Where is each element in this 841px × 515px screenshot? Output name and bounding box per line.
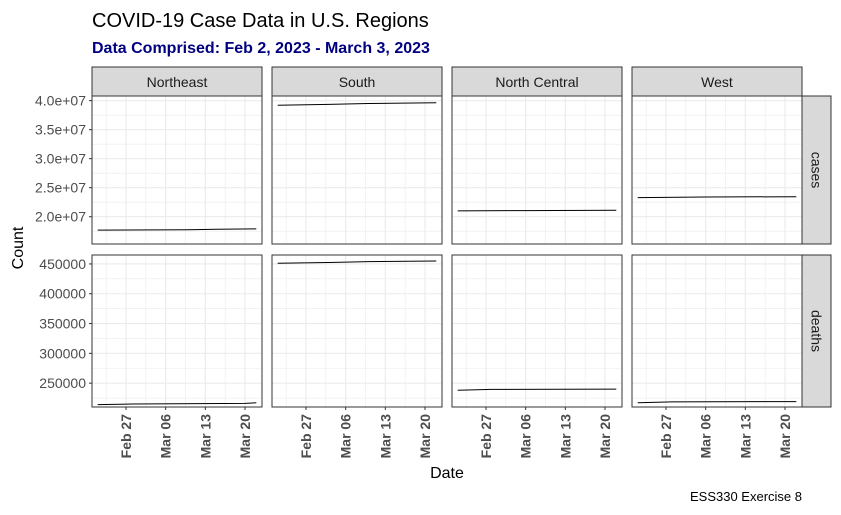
- facet-label-deaths: deaths: [809, 310, 825, 352]
- panel-border: [271, 254, 443, 408]
- x-tick-label: Mar 20: [597, 414, 613, 459]
- series-line-northeast-cases: [97, 228, 257, 231]
- x-tick-label: Mar 13: [197, 414, 213, 459]
- y-tick-label: 350000: [39, 316, 86, 332]
- series-line-northeast-deaths: [97, 402, 257, 406]
- x-tick-label: Mar 20: [417, 414, 433, 459]
- chart-subtitle: Data Comprised: Feb 2, 2023 - March 3, 2…: [92, 40, 430, 57]
- panel-background: [272, 96, 442, 244]
- x-tick-label: Mar 13: [557, 414, 573, 459]
- series-line-south-cases: [277, 102, 437, 106]
- facet-strip-north-central: [451, 66, 623, 97]
- panel-background: [272, 255, 442, 407]
- x-tick-label: Feb 27: [118, 414, 134, 459]
- facet-strip-south: [271, 66, 443, 97]
- y-axis-title: Count: [10, 226, 27, 269]
- facet-label-cases: cases: [809, 152, 825, 189]
- facet-label-west: West: [701, 74, 733, 90]
- x-tick-label: Feb 27: [298, 414, 314, 459]
- panel-background: [452, 96, 622, 244]
- panel-border: [451, 95, 623, 245]
- series-line-north-central-deaths: [457, 388, 617, 391]
- facet-label-northeast: Northeast: [147, 74, 208, 90]
- facet-strip-west: [631, 66, 803, 97]
- series-line-south-deaths: [277, 260, 437, 264]
- x-tick-label: Feb 27: [478, 414, 494, 459]
- facet-label-south: South: [339, 74, 376, 90]
- facet-strip-cases: [801, 95, 832, 245]
- y-tick-label: 250000: [39, 375, 86, 391]
- y-tick-label: 3.5e+07: [35, 122, 86, 138]
- panel-background: [92, 255, 262, 407]
- y-tick-label: 300000: [39, 345, 86, 361]
- series-line-west-deaths: [637, 401, 797, 404]
- x-tick-label: Mar 06: [338, 414, 354, 459]
- chart-caption: ESS330 Exercise 8: [690, 489, 802, 504]
- panel-border: [271, 95, 443, 245]
- y-tick-label: 450000: [39, 256, 86, 272]
- facet-strip-northeast: [91, 66, 263, 97]
- facet-strip-deaths: [801, 254, 832, 408]
- y-tick-label: 2.0e+07: [35, 209, 86, 225]
- facet-label-north-central: North Central: [495, 74, 578, 90]
- panel-background: [452, 255, 622, 407]
- x-tick-label: Mar 20: [777, 414, 793, 459]
- series-line-north-central-cases: [457, 209, 617, 212]
- x-tick-label: Mar 06: [698, 414, 714, 459]
- facet-panels: Northeast South North Central West cases 2.0e…: [35, 66, 832, 459]
- series-line-west-cases: [637, 196, 797, 199]
- x-tick-label: Mar 20: [237, 414, 253, 459]
- panel-border: [91, 254, 263, 408]
- panel-background: [632, 96, 802, 244]
- x-axis-title: Date: [430, 465, 464, 482]
- panel-border: [451, 254, 623, 408]
- y-tick-label: 2.5e+07: [35, 180, 86, 196]
- y-tick-label: 400000: [39, 286, 86, 302]
- panel-border: [91, 95, 263, 245]
- panel-background: [632, 255, 802, 407]
- x-tick-label: Feb 27: [658, 414, 674, 459]
- panel-background: [92, 96, 262, 244]
- y-tick-label: 4.0e+07: [35, 93, 86, 109]
- chart-title: COVID-19 Case Data in U.S. Regions: [92, 10, 429, 32]
- x-tick-label: Mar 13: [737, 414, 753, 459]
- x-tick-label: Mar 06: [158, 414, 174, 459]
- x-tick-label: Mar 13: [377, 414, 393, 459]
- y-tick-label: 3.0e+07: [35, 151, 86, 167]
- panel-border: [631, 95, 803, 245]
- x-tick-label: Mar 06: [518, 414, 534, 459]
- panel-border: [631, 254, 803, 408]
